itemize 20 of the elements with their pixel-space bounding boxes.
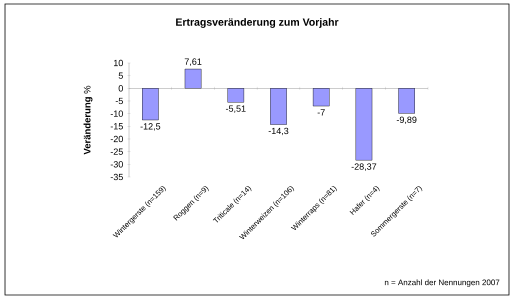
y-tick-label: -30 [110,161,123,168]
y-tick-label: 0 [118,85,123,92]
y-tick-label: 10 [114,60,123,66]
y-tick-label: -25 [110,148,123,155]
chart-title: Ertragsveränderung zum Vorjahr [176,18,338,28]
data-label: -7 [318,109,325,116]
y-axis-title: Veränderung % [84,86,92,155]
y-tick-label: -35 [110,174,123,180]
y-tick-label: 5 [118,72,123,79]
data-label: -9,89 [396,116,416,124]
y-tick-label: -5 [116,98,123,104]
y-tick-label: -20 [110,136,123,142]
data-label: -14,3 [268,128,288,136]
y-tick-label: -10 [110,110,123,117]
data-label: 7,61 [184,58,202,66]
y-tick-label: -15 [110,123,123,130]
data-label: -12,5 [140,123,160,131]
text: n = Anzahl der Nennungen 2007 [384,279,500,287]
data-label: -28,37 [352,163,376,171]
data-label: -5,51 [226,105,246,113]
